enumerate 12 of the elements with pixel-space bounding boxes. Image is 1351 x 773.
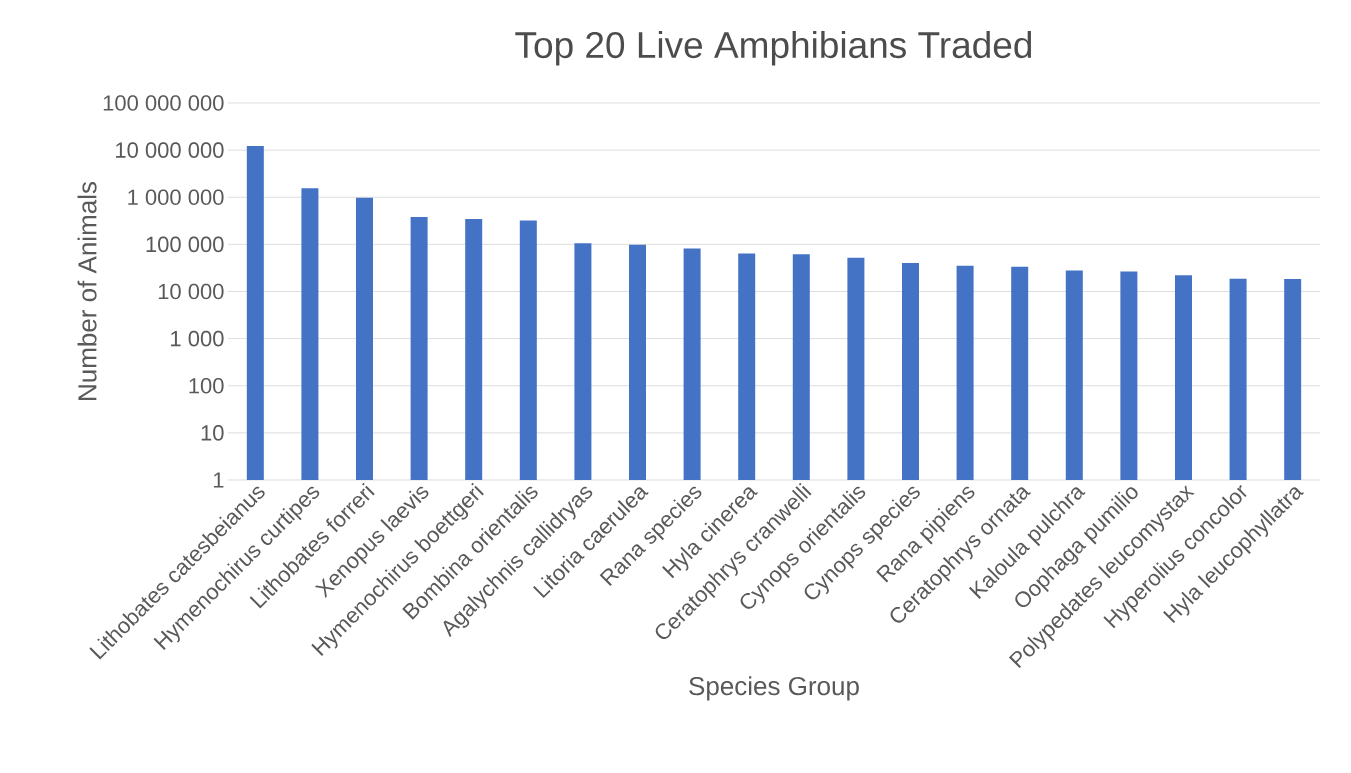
y-tick-label: 1 000 000 bbox=[128, 189, 224, 206]
y-tick-label: 100 000 000 bbox=[103, 95, 224, 111]
y-axis-title: Number of Animals bbox=[77, 181, 97, 400]
x-axis-title: Species Group bbox=[689, 676, 859, 701]
y-tick-label: 100 bbox=[189, 377, 224, 394]
y-tick-label: 1 bbox=[213, 472, 224, 488]
y-tick-label: 100 000 bbox=[146, 236, 224, 253]
y-tick-label: 10 000 000 bbox=[116, 142, 224, 158]
y-tick-label: 10 000 bbox=[158, 283, 224, 300]
y-tick-label: 10 bbox=[201, 425, 224, 441]
y-tick-label: 1 000 bbox=[171, 330, 224, 347]
chart-title: Top 20 Live Amphibians Traded bbox=[515, 30, 1032, 66]
